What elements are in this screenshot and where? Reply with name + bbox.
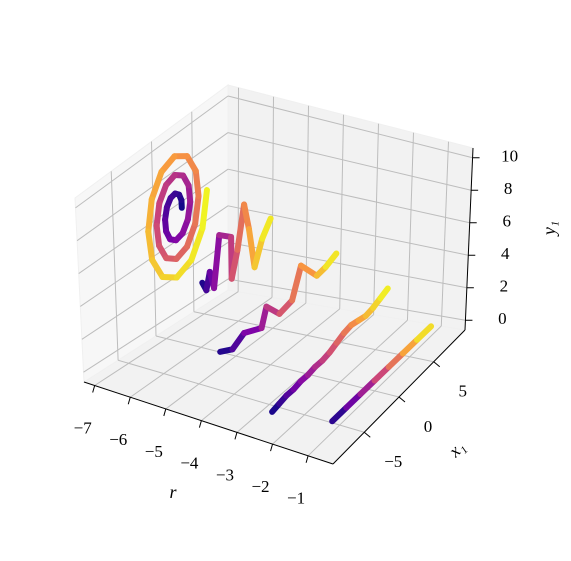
x-tick-label: −4 xyxy=(180,454,199,473)
x-axis-line xyxy=(83,381,334,465)
curve-segment xyxy=(158,153,178,175)
grid-line xyxy=(227,278,466,321)
grid-line xyxy=(227,168,470,224)
curve-segment xyxy=(211,232,223,292)
y-axis-line xyxy=(332,329,466,465)
grid-line xyxy=(227,95,473,159)
curve-segment xyxy=(413,323,435,343)
x-axis-label: r xyxy=(169,482,177,502)
curve-segment xyxy=(289,262,305,304)
grid-line xyxy=(191,111,195,312)
grid-line xyxy=(117,359,365,433)
curve-segment xyxy=(153,200,163,229)
curve-segment xyxy=(276,297,296,317)
curve-segment xyxy=(241,325,265,336)
grid-line xyxy=(78,168,229,274)
grid-line xyxy=(155,335,400,398)
grid-line xyxy=(110,171,119,361)
grid-line xyxy=(373,123,379,315)
z-axis-line xyxy=(464,147,474,331)
grid-line xyxy=(406,132,414,321)
grid-line xyxy=(76,132,229,242)
grid-line xyxy=(151,141,157,337)
curve-segment xyxy=(145,228,156,263)
curve-segment xyxy=(228,246,241,282)
x-tick-label: −6 xyxy=(109,430,127,449)
curve-segment xyxy=(343,391,364,411)
y-tick-label: −5 xyxy=(384,452,402,471)
x-tick-label: −2 xyxy=(251,477,269,496)
z-tick-label: 4 xyxy=(501,244,510,263)
curve-segment xyxy=(199,187,210,232)
curve-segment xyxy=(153,222,163,249)
curve-segment xyxy=(229,329,248,353)
x-tick-label: −1 xyxy=(287,489,305,508)
grid-line xyxy=(83,278,229,373)
grid-line xyxy=(440,141,449,327)
z-tick-label: 2 xyxy=(500,277,509,296)
curve-segment xyxy=(322,250,340,270)
x-tick xyxy=(270,443,274,452)
curve-segment xyxy=(149,256,166,280)
curve-segment xyxy=(251,235,266,271)
curve-segment xyxy=(188,225,206,264)
curve-segment xyxy=(399,336,420,357)
x-tick xyxy=(305,455,309,463)
grid-line xyxy=(75,95,229,209)
z-tick-label: 8 xyxy=(504,179,513,198)
curve-segment xyxy=(371,364,392,384)
z-tick-label: 10 xyxy=(501,147,518,166)
x-tick-label: −7 xyxy=(74,418,93,437)
grid-line xyxy=(271,96,274,298)
grid-line xyxy=(227,132,472,191)
back-pane xyxy=(227,84,474,331)
curve-segment xyxy=(183,220,199,250)
y-tick xyxy=(433,361,441,368)
y-tick-label: 0 xyxy=(424,417,433,436)
curve-segment xyxy=(148,168,165,203)
curve-segment xyxy=(385,350,406,371)
curve-segment xyxy=(192,167,202,199)
z-tick-label: 0 xyxy=(498,309,507,328)
x-tick-label: −5 xyxy=(145,442,163,461)
x-tick xyxy=(163,408,167,417)
curve-segment xyxy=(241,201,252,233)
grid-line xyxy=(339,114,344,309)
grid-line xyxy=(227,241,467,289)
x-tick xyxy=(198,420,202,428)
x-tick xyxy=(234,432,238,440)
grid-line xyxy=(227,205,469,256)
x-tick xyxy=(92,385,96,393)
curve-segment xyxy=(357,377,378,398)
z-axis-label: y₁ xyxy=(539,221,559,237)
grid-line xyxy=(81,241,229,340)
curve-segment xyxy=(259,215,274,242)
grid-line xyxy=(193,311,434,363)
curve-segment xyxy=(377,285,391,302)
z-tick-label: 6 xyxy=(502,212,511,231)
x-tick xyxy=(127,397,131,405)
y-tick xyxy=(363,431,371,438)
curve-segment xyxy=(156,182,170,207)
y-tick-label: 5 xyxy=(458,382,467,401)
y-tick xyxy=(398,396,406,403)
curve-segment xyxy=(298,262,320,279)
curve-segment xyxy=(145,196,155,235)
curve-segment xyxy=(258,303,270,332)
curve-segment xyxy=(329,404,350,425)
curve-segment xyxy=(192,192,202,227)
x-tick-label: −3 xyxy=(216,465,234,484)
curve-segment xyxy=(173,257,195,281)
y-axis-label: x₁ xyxy=(444,437,469,462)
